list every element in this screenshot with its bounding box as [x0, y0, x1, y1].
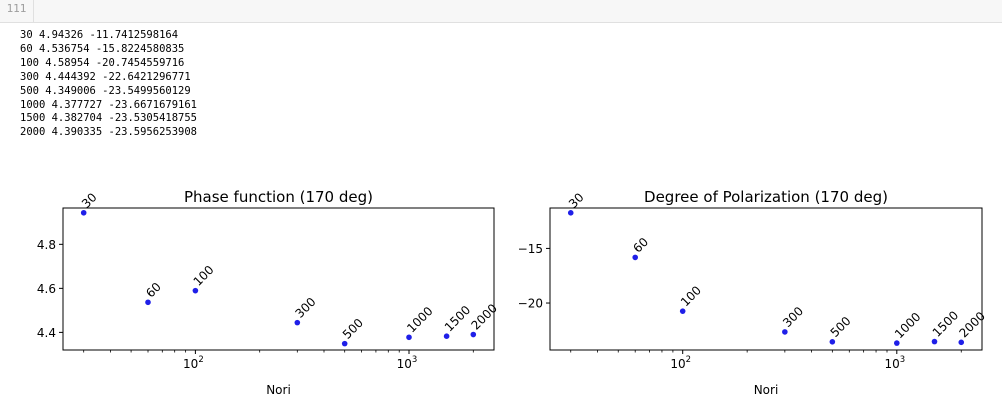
x-tick-base: 10 [884, 357, 899, 371]
x-tick-label: 102 [670, 355, 691, 371]
data-point-label: 60 [143, 280, 164, 301]
data-point [341, 340, 348, 347]
x-tick-exponent: 3 [900, 355, 905, 365]
data-point [406, 334, 412, 341]
x-tick-exponent: 2 [686, 355, 691, 365]
output-line: 1500 4.382704 -23.5305418755 [20, 112, 198, 125]
data-point-label: 1000 [892, 310, 923, 341]
data-point-label: 500 [340, 316, 366, 342]
data-point [443, 333, 450, 339]
x-tick-base: 10 [670, 357, 685, 371]
chart-2: Degree of Polarization (170 deg) −20 −15 10… [518, 188, 988, 397]
output-line: 500 4.349006 -23.5499560129 [20, 84, 191, 97]
output-line: 100 4.58954 -20.7454559716 [20, 56, 185, 69]
x-tick-label: 103 [397, 355, 418, 371]
chart-title: Degree of Polarization (170 deg) [644, 188, 888, 206]
data-point-label: 2000 [956, 309, 987, 340]
data-point [632, 254, 638, 261]
y-tick-label: 4.4 [37, 326, 56, 340]
data-point-label: 2000 [469, 301, 500, 332]
y-tick-label: 4.6 [37, 282, 56, 296]
output-line: 300 4.444392 -22.6421296771 [20, 70, 191, 83]
x-tick-base: 10 [397, 357, 412, 371]
data-point [470, 331, 477, 338]
output-line: 1000 4.377727 -23.6671679161 [20, 98, 198, 111]
data-point-label: 1500 [442, 303, 473, 334]
plot-area-frame [62, 207, 495, 351]
x-tick-label: 103 [884, 355, 905, 371]
notebook-cell-header: 111 [0, 0, 1002, 23]
data-point [192, 287, 199, 294]
data-point [294, 319, 301, 326]
chart-title: Phase function (170 deg) [184, 188, 373, 206]
y-tick-label: 4.8 [37, 238, 56, 252]
data-point [145, 299, 151, 306]
data-point [931, 338, 938, 345]
data-point-label: 1500 [930, 308, 961, 339]
data-point [80, 209, 87, 216]
data-point-label: 60 [630, 235, 651, 256]
output-line: 60 4.536754 -15.8224580835 [20, 42, 185, 55]
cell-output-text: 30 4.94326 -11.7412598164 60 4.536754 -15… [20, 29, 197, 140]
data-point-label: 100 [191, 263, 217, 289]
data-point-label: 300 [780, 304, 806, 330]
plot-area-frame [549, 207, 983, 351]
data-point-label: 1000 [404, 304, 435, 335]
data-point-label: 500 [828, 314, 854, 340]
data-point [958, 339, 965, 346]
x-tick-label: 102 [183, 355, 204, 371]
x-axis-label: Nori [754, 383, 779, 397]
x-tick-exponent: 3 [412, 355, 417, 365]
data-point [782, 329, 788, 335]
cell-prompt-number: 111 [0, 0, 34, 22]
data-point [894, 340, 900, 346]
y-tick-label: −20 [518, 297, 543, 311]
data-point-label: 300 [293, 295, 319, 321]
y-tick-label: −15 [518, 242, 543, 256]
data-point-label: 100 [678, 283, 704, 309]
data-point [567, 210, 574, 216]
data-point [679, 308, 686, 314]
data-point [829, 339, 836, 345]
output-line: 2000 4.390335 -23.5956253908 [20, 126, 198, 139]
x-tick-exponent: 2 [198, 355, 203, 365]
x-tick-base: 10 [183, 357, 198, 371]
output-line: 30 4.94326 -11.7412598164 [20, 29, 179, 41]
x-axis-label: Nori [266, 383, 291, 397]
